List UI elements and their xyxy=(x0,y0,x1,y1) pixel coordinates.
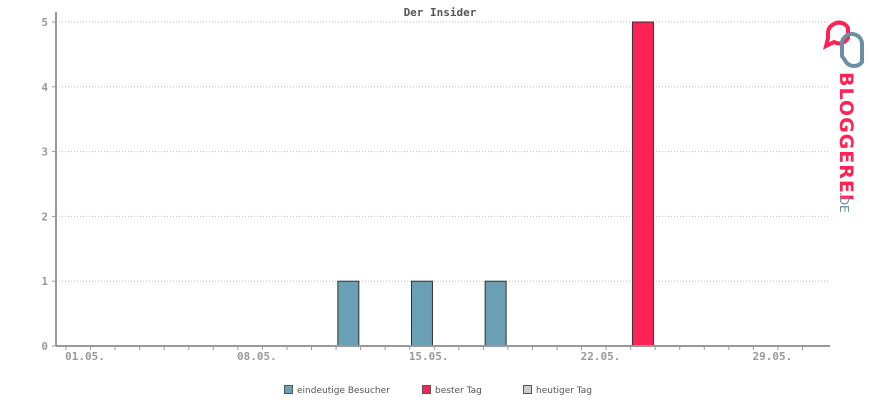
grid xyxy=(56,21,830,282)
bar-1-24.05. xyxy=(631,21,654,347)
x-tick-label: 22.05. xyxy=(581,350,621,363)
y-tick-label: 0 xyxy=(41,340,48,353)
legend-label-today: heutiger Tag xyxy=(536,386,593,396)
legend-item-visitors: eindeutige Besucher xyxy=(284,385,390,397)
legend: eindeutige Besucher bester Tag heutiger … xyxy=(0,385,870,399)
bloggerei-logo: BLOGGEREI .DE xyxy=(812,18,870,218)
legend-label-best-day: bester Tag xyxy=(435,386,482,396)
bar-0-15.05. xyxy=(410,280,433,347)
legend-item-best-day: bester Tag xyxy=(422,385,482,397)
y-tick-label: 5 xyxy=(41,16,48,29)
y-tick-label: 4 xyxy=(41,81,48,94)
y-tick-label: 2 xyxy=(41,210,48,223)
y-tick-label: 3 xyxy=(41,146,48,159)
legend-swatch-today xyxy=(523,385,532,394)
bars xyxy=(337,21,654,347)
logo-text: BLOGGEREI xyxy=(835,72,857,202)
logo-suffix: .DE xyxy=(837,192,851,213)
x-tick-label: 08.05. xyxy=(237,350,277,363)
x-tick-label: 15.05. xyxy=(409,350,449,363)
logo-speech-icon-2 xyxy=(839,32,864,68)
x-tick-label: 01.05. xyxy=(65,350,105,363)
bar-0-18.05. xyxy=(484,280,507,347)
legend-swatch-best-day xyxy=(422,385,431,394)
bar-0-12.05. xyxy=(337,280,360,347)
y-tick-label: 1 xyxy=(41,275,48,288)
axes: 0 1 2 3 4 5 01.05. 08.05. 15.05. 22.05. 29.05. xyxy=(41,12,830,363)
legend-item-today: heutiger Tag xyxy=(523,385,592,397)
logo-speech-icon xyxy=(823,20,850,50)
legend-swatch-visitors xyxy=(284,385,293,394)
x-tick-label: 29.05. xyxy=(753,350,793,363)
chart-title: Der Insider xyxy=(404,6,477,19)
legend-label-visitors: eindeutige Besucher xyxy=(297,386,390,396)
logo-graphic: BLOGGEREI .DE xyxy=(823,20,864,213)
